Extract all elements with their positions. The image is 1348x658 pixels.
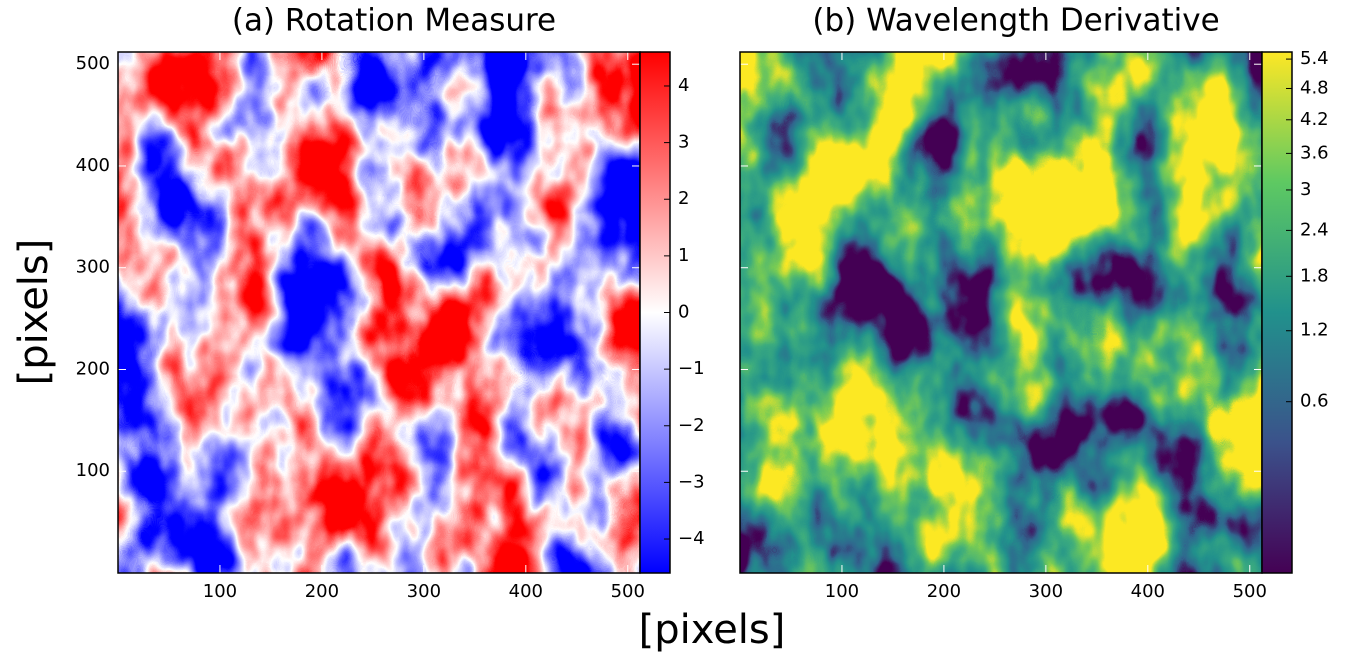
x-tick-label: 300 xyxy=(1029,581,1063,602)
colorbar-tick-label: 4.8 xyxy=(1300,77,1329,98)
x-tick-label: 100 xyxy=(825,581,859,602)
heatmap-image xyxy=(740,52,1262,573)
x-tick-label: 100 xyxy=(203,581,237,602)
colorbar-tick-label: 2 xyxy=(678,188,689,209)
colorbar-tick-label: 3 xyxy=(678,132,689,153)
colorbar xyxy=(1261,51,1293,574)
y-tick-label: 500 xyxy=(76,53,110,74)
x-tick-label: 300 xyxy=(407,581,441,602)
colorbar-tick-label: −1 xyxy=(678,358,705,379)
colorbar-tick-label: 1 xyxy=(678,245,689,266)
colorbar-tick-label: 3.6 xyxy=(1300,142,1329,163)
y-tick-label: 300 xyxy=(76,257,110,278)
colorbar-tick-label: 3 xyxy=(1300,179,1311,200)
y-tick-label: 100 xyxy=(76,460,110,481)
colorbar-tick-label: 5.4 xyxy=(1300,48,1329,69)
panel-title: (a) Rotation Measure xyxy=(232,3,556,39)
x-tick-label: 500 xyxy=(611,581,645,602)
heatmap-image xyxy=(118,52,640,573)
x-axis-label: [pixels] xyxy=(639,607,786,653)
colorbar-tick-label: 2.4 xyxy=(1300,219,1329,240)
colorbar-tick-label: 1.2 xyxy=(1300,320,1329,341)
panel-title: (b) Wavelength Derivative xyxy=(812,3,1219,39)
colorbar-tick-label: 1.8 xyxy=(1300,265,1329,286)
colorbar-tick-label: −4 xyxy=(678,528,705,549)
colorbar-tick-label: 4.2 xyxy=(1300,109,1329,130)
colorbar-tick-label: −3 xyxy=(678,471,705,492)
y-tick-label: 400 xyxy=(76,155,110,176)
y-axis-label: [pixels] xyxy=(11,239,57,386)
colorbar-tick-label: 4 xyxy=(678,75,689,96)
colorbar-tick-label: −2 xyxy=(678,415,705,436)
x-tick-label: 200 xyxy=(305,581,339,602)
colorbar-tick-label: 0 xyxy=(678,302,689,323)
colorbar-tick-label: 0.6 xyxy=(1300,391,1329,412)
y-tick-label: 200 xyxy=(76,358,110,379)
x-tick-label: 400 xyxy=(509,581,543,602)
x-tick-label: 200 xyxy=(927,581,961,602)
x-tick-label: 400 xyxy=(1131,581,1165,602)
x-tick-label: 500 xyxy=(1233,581,1267,602)
